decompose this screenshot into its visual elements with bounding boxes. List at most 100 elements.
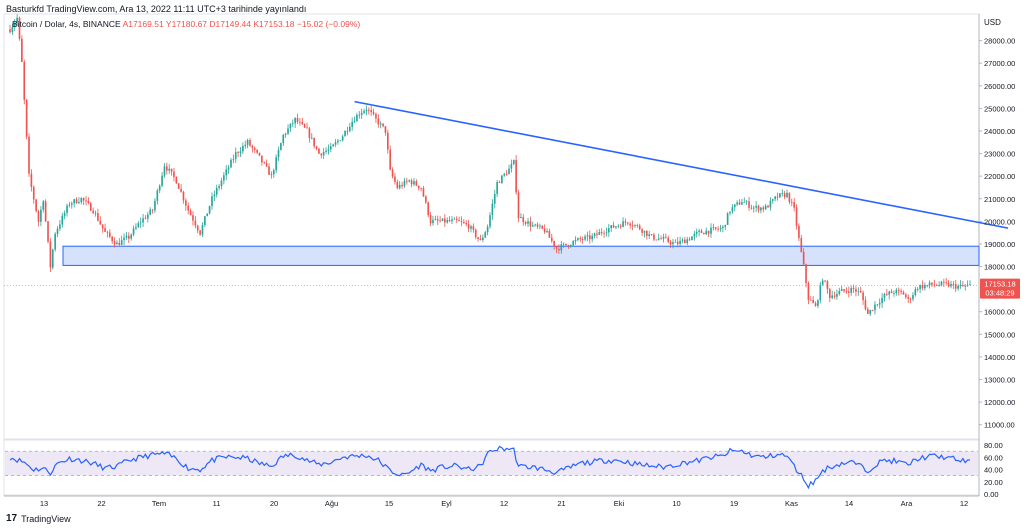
candle-body — [809, 299, 812, 301]
candle-body — [897, 289, 900, 291]
candle-body — [962, 285, 964, 287]
candle-body — [550, 237, 553, 241]
candle-body — [712, 227, 715, 229]
candle-body — [966, 284, 969, 286]
candle-body — [154, 200, 156, 211]
ohlc-change: −15.02 (−0.09%) — [296, 19, 361, 29]
candle-body — [158, 185, 161, 191]
candle-body — [403, 180, 406, 187]
candle-body — [741, 202, 743, 205]
candle-body — [367, 109, 370, 111]
candle-body — [258, 152, 261, 156]
price-tick-label: 23000.00 — [984, 150, 1015, 159]
candle-body — [603, 232, 605, 234]
tradingview-logo[interactable]: 17 TradingView — [6, 513, 71, 524]
candle-body — [137, 223, 140, 227]
candle-body — [591, 235, 594, 240]
candle-body — [546, 231, 548, 233]
candle-body — [691, 236, 693, 241]
candle-body — [130, 234, 133, 239]
candle-body — [415, 181, 418, 186]
candle-body — [648, 234, 651, 236]
candle-body — [189, 210, 192, 216]
candle-body — [18, 17, 21, 39]
time-tick-label: 10 — [672, 499, 680, 508]
price-tick-label: 22000.00 — [984, 172, 1015, 181]
candle-body — [436, 219, 439, 221]
candle-body — [113, 241, 116, 245]
time-tick-label: Ağu — [325, 499, 338, 508]
candle-body — [767, 205, 769, 208]
candle-body — [339, 140, 342, 142]
candle-body — [78, 202, 80, 204]
rsi-band-fill — [5, 451, 978, 476]
candle-body — [329, 146, 332, 150]
rsi-tick-label: 80.00 — [984, 441, 1003, 450]
candle-body — [657, 238, 660, 240]
candle-body — [218, 186, 220, 188]
candle-body — [505, 173, 508, 175]
candle-body — [156, 190, 159, 201]
candle-body — [634, 225, 636, 226]
candle-body — [132, 228, 135, 235]
candle-body — [13, 22, 16, 28]
candle-body — [59, 224, 61, 229]
candle-body — [401, 184, 403, 187]
candle-body — [234, 152, 237, 160]
candle-body — [123, 237, 125, 241]
candle-body — [672, 242, 674, 245]
candle-body — [291, 123, 294, 125]
candle-body — [850, 287, 853, 293]
time-tick-label: 12 — [960, 499, 968, 508]
candle-body — [840, 289, 843, 292]
candle-body — [144, 218, 147, 220]
symbol-legend[interactable]: Bitcoin / Dolar, 4s, BINANCE A17169.51 Y… — [12, 19, 360, 29]
candle-body — [883, 293, 886, 298]
candle-body — [479, 238, 482, 241]
candle-body — [769, 200, 772, 208]
candle-body — [866, 309, 869, 314]
time-axis-ticks[interactable]: 13 22 Tem 11 20 Ağu 15 Eyl 12 21 Eki 10 19 Kas 14 Ara 12 — [40, 499, 968, 508]
candle-body — [748, 201, 750, 208]
candle-body — [420, 188, 422, 189]
candle-body — [876, 304, 879, 306]
candle-body — [275, 157, 277, 171]
candle-body — [166, 166, 168, 171]
candle-body — [615, 226, 617, 228]
candle-body — [125, 235, 128, 238]
candle-body — [959, 285, 962, 286]
candle-body — [938, 284, 940, 286]
candle-body — [650, 234, 653, 236]
candle-body — [327, 149, 330, 151]
candle-body — [698, 230, 700, 232]
candle-body — [294, 117, 296, 124]
trend-line-layer[interactable] — [354, 100, 1009, 229]
descending-trend-line[interactable] — [354, 100, 1009, 229]
candle-body — [489, 215, 491, 227]
candle-body — [94, 212, 97, 214]
candle-body — [227, 167, 230, 170]
candle-body — [821, 280, 824, 285]
candle-body — [646, 230, 648, 236]
candle-body — [382, 123, 384, 127]
time-tick-label: 14 — [845, 499, 853, 508]
candle-body — [389, 149, 392, 170]
candle-body — [299, 121, 301, 123]
candle-body — [752, 207, 755, 209]
time-tick-label: Eyl — [441, 499, 452, 508]
candle-body — [391, 169, 394, 177]
candle-body — [531, 225, 534, 227]
candle-body — [282, 134, 285, 144]
candle-body — [579, 238, 582, 240]
candle-body — [377, 118, 380, 125]
candle-body — [662, 236, 665, 239]
candle-body — [223, 175, 225, 181]
candle-body — [375, 114, 377, 119]
candle-body — [515, 159, 517, 193]
candle-body — [945, 282, 948, 284]
candle-body — [472, 226, 475, 230]
price-axis-ticks[interactable]: 28000.00 27000.00 26000.00 25000.00 24000.00… — [979, 37, 1015, 430]
candle-body — [482, 237, 484, 241]
candle-body — [187, 205, 190, 211]
